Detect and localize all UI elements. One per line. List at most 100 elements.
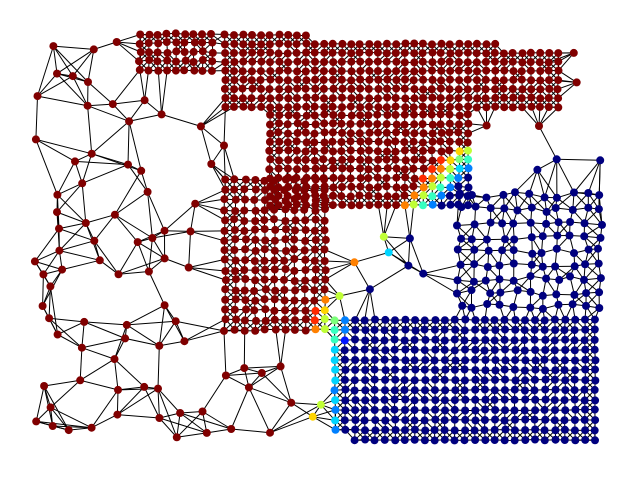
graph-node xyxy=(292,40,301,49)
graph-edge xyxy=(35,139,58,195)
graph-node xyxy=(380,326,389,335)
graph-node xyxy=(538,262,547,271)
graph-node xyxy=(337,57,346,66)
graph-node xyxy=(302,111,311,120)
graph-node xyxy=(270,185,279,194)
graph-edge xyxy=(137,241,150,272)
graph-node xyxy=(180,48,189,56)
graph-edge xyxy=(188,267,226,272)
graph-node xyxy=(472,49,481,58)
graph-node xyxy=(561,315,570,324)
graph-edge xyxy=(91,414,118,429)
graph-node xyxy=(428,48,437,57)
graph-edge xyxy=(48,317,83,349)
graph-node xyxy=(400,436,409,444)
graph-node xyxy=(400,58,409,67)
graph-node xyxy=(364,119,373,128)
graph-node xyxy=(427,110,436,119)
graph-node xyxy=(440,356,449,365)
graph-node xyxy=(381,366,390,375)
graph-node xyxy=(320,285,329,294)
graph-edge xyxy=(43,385,70,431)
graph-node xyxy=(509,246,518,255)
graph-node xyxy=(370,375,379,384)
graph-node xyxy=(238,67,247,76)
graph-node xyxy=(531,316,539,325)
graph-node xyxy=(540,355,549,364)
graph-node xyxy=(346,129,355,138)
graph-node xyxy=(500,103,509,112)
graph-node xyxy=(541,395,550,404)
graph-node xyxy=(421,376,430,385)
graph-node xyxy=(365,40,374,49)
graph-node xyxy=(231,195,240,204)
graph-node xyxy=(230,226,239,234)
graph-node xyxy=(340,416,349,425)
graph-node xyxy=(401,416,410,425)
graph-node xyxy=(581,260,590,269)
graph-node xyxy=(553,231,562,240)
graph-node xyxy=(590,315,599,324)
graph-node xyxy=(481,356,490,364)
graph-node xyxy=(441,406,449,415)
graph-node xyxy=(360,406,369,414)
graph-node xyxy=(400,84,409,93)
graph-node xyxy=(552,193,561,202)
graph-edge xyxy=(206,428,232,434)
graph-node xyxy=(390,405,399,414)
graph-node xyxy=(284,31,293,39)
graph-node xyxy=(464,129,473,138)
graph-node xyxy=(356,57,365,66)
graph-node xyxy=(440,325,449,334)
graph-node xyxy=(370,385,379,394)
graph-node xyxy=(550,315,559,324)
graph-node xyxy=(560,416,569,425)
graph-node xyxy=(365,128,374,137)
graph-node xyxy=(135,40,144,48)
graph-node xyxy=(356,67,365,75)
graph-node xyxy=(347,94,356,103)
graph-node xyxy=(471,366,480,375)
graph-node xyxy=(521,415,530,424)
graph-node xyxy=(302,48,311,57)
graph-node xyxy=(480,346,489,355)
graph-node xyxy=(341,325,349,334)
graph-node xyxy=(560,425,569,434)
graph-node xyxy=(550,416,559,425)
graph-node xyxy=(373,40,382,49)
graph-node xyxy=(162,38,171,47)
graph-edge xyxy=(407,238,411,266)
graph-node xyxy=(500,66,509,75)
graph-node xyxy=(481,436,490,445)
graph-edge xyxy=(369,265,409,290)
graph-node xyxy=(361,435,370,444)
graph-node xyxy=(561,346,570,354)
graph-node xyxy=(471,436,480,444)
graph-node xyxy=(596,156,605,165)
graph-node xyxy=(330,326,339,334)
graph-node xyxy=(293,57,302,66)
graph-node xyxy=(230,246,239,254)
graph-node xyxy=(290,306,299,315)
graph-node xyxy=(220,195,229,204)
graph-node xyxy=(153,57,162,66)
graph-edge xyxy=(34,250,60,262)
graph-node xyxy=(410,356,419,365)
graph-node xyxy=(381,346,390,355)
graph-node xyxy=(281,235,290,244)
graph-node xyxy=(392,183,401,192)
graph-node xyxy=(550,346,559,355)
graph-node xyxy=(310,186,319,195)
graph-node xyxy=(591,436,599,445)
graph-node xyxy=(445,94,454,103)
graph-node xyxy=(445,128,454,137)
graph-node xyxy=(420,325,429,334)
graph-node xyxy=(491,415,499,424)
graph-node xyxy=(281,306,289,315)
graph-node xyxy=(181,30,190,39)
graph-node xyxy=(390,395,399,404)
graph-node xyxy=(471,202,480,211)
graph-node xyxy=(331,425,340,434)
graph-node xyxy=(374,94,382,103)
graph-node xyxy=(275,146,284,155)
